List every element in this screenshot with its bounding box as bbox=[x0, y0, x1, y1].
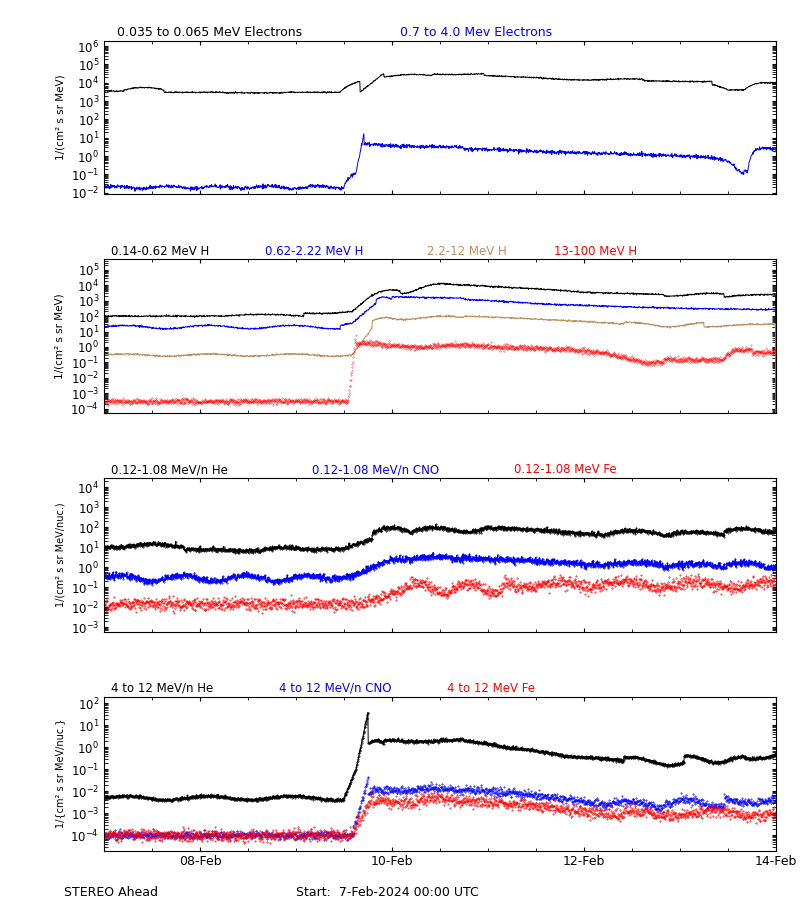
Text: 0.7 to 4.0 Mev Electrons: 0.7 to 4.0 Mev Electrons bbox=[400, 26, 552, 39]
Text: 0.62-2.22 MeV H: 0.62-2.22 MeV H bbox=[266, 245, 364, 257]
Text: 4 to 12 MeV/n CNO: 4 to 12 MeV/n CNO bbox=[278, 682, 391, 695]
Text: 4 to 12 MeV Fe: 4 to 12 MeV Fe bbox=[446, 682, 534, 695]
Text: Start:  7-Feb-2024 00:00 UTC: Start: 7-Feb-2024 00:00 UTC bbox=[296, 886, 478, 898]
Text: STEREO Ahead: STEREO Ahead bbox=[64, 886, 158, 898]
Text: 13-100 MeV H: 13-100 MeV H bbox=[554, 245, 638, 257]
Text: 0.12-1.08 MeV/n He: 0.12-1.08 MeV/n He bbox=[110, 464, 227, 476]
Y-axis label: 1/(cm² s sr MeV/nuc.): 1/(cm² s sr MeV/nuc.) bbox=[55, 502, 65, 608]
Y-axis label: 1/(cm² s sr MeV): 1/(cm² s sr MeV) bbox=[55, 293, 65, 379]
Y-axis label: 1/{cm² s sr MeV/nuc.}: 1/{cm² s sr MeV/nuc.} bbox=[55, 719, 65, 828]
Text: 0.14-0.62 MeV H: 0.14-0.62 MeV H bbox=[110, 245, 209, 257]
Text: 0.12-1.08 MeV/n CNO: 0.12-1.08 MeV/n CNO bbox=[312, 464, 439, 476]
Text: 0.035 to 0.065 MeV Electrons: 0.035 to 0.065 MeV Electrons bbox=[118, 26, 302, 39]
Text: 0.12-1.08 MeV Fe: 0.12-1.08 MeV Fe bbox=[514, 464, 617, 476]
Text: 4 to 12 MeV/n He: 4 to 12 MeV/n He bbox=[110, 682, 213, 695]
Text: 2.2-12 MeV H: 2.2-12 MeV H bbox=[426, 245, 506, 257]
Y-axis label: 1/(cm² s sr MeV): 1/(cm² s sr MeV) bbox=[55, 75, 65, 160]
